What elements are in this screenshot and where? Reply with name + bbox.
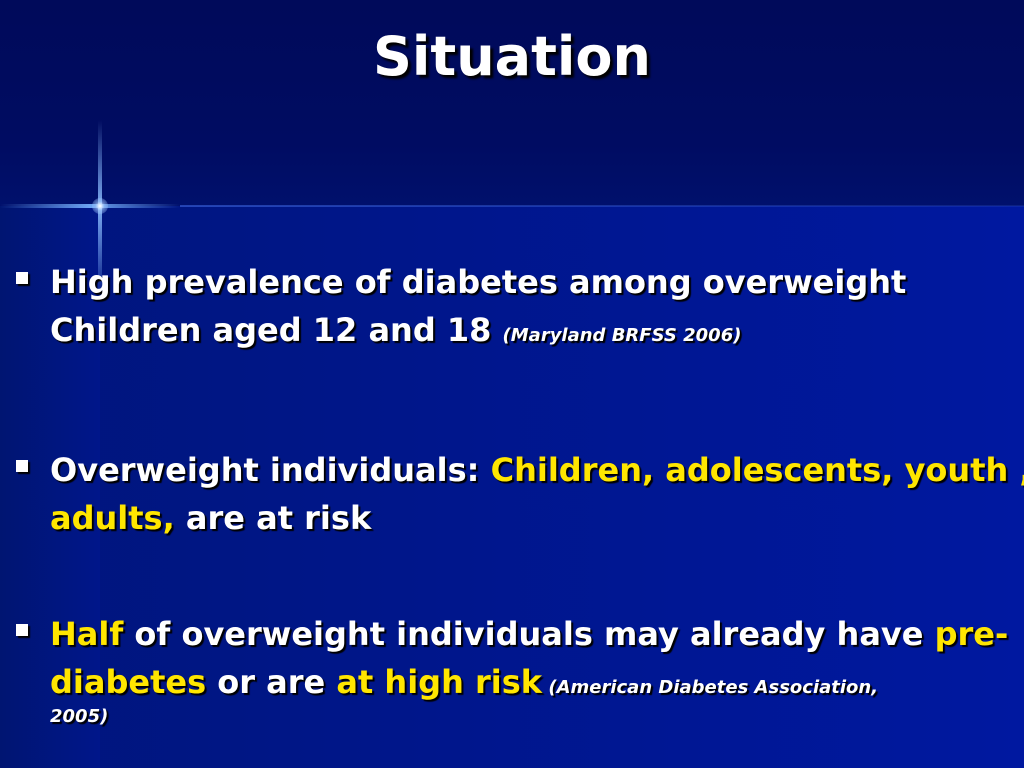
bullet-2-highlight: Children, adolescents, youth , adults, xyxy=(50,451,1024,537)
bullet-item-2: Overweight individuals: Children, adoles… xyxy=(14,446,1024,542)
slide-title: Situation xyxy=(373,25,651,88)
bullet-3-highlight-3: at high risk xyxy=(336,663,543,701)
bullet-1-text: High prevalence of diabetes among overwe… xyxy=(50,263,907,349)
bullet-square-icon xyxy=(16,460,28,472)
bullet-3-text-1: of overweight individuals may already ha… xyxy=(123,615,935,653)
background-top xyxy=(0,0,1024,206)
bullet-item-3: Half of overweight individuals may alrea… xyxy=(14,610,1024,728)
bullet-list: High prevalence of diabetes among overwe… xyxy=(14,258,1024,727)
divider-line xyxy=(180,205,1024,207)
background-left-band xyxy=(0,206,100,768)
bullet-3-highlight-1: Half xyxy=(50,615,124,653)
bullet-item-1: High prevalence of diabetes among overwe… xyxy=(14,258,1014,360)
bullet-3-text-2: or are xyxy=(206,663,337,701)
bullet-square-icon xyxy=(16,272,28,284)
bullet-square-icon xyxy=(16,624,28,636)
background-main xyxy=(0,206,1024,768)
sparkle-icon xyxy=(92,198,108,214)
bullet-2-text-2: are at risk xyxy=(174,499,372,537)
bullet-2-text-1: Overweight individuals: xyxy=(50,451,491,489)
bullet-3-citation-2: 2005) xyxy=(50,706,109,727)
bullet-3-citation-1: (American Diabetes Association, xyxy=(542,677,879,698)
sparkle-horizontal xyxy=(0,204,180,208)
bullet-3-highlight-2: pre-diabetes xyxy=(50,615,1009,701)
bullet-1-citation: (Maryland BRFSS 2006) xyxy=(502,325,742,346)
